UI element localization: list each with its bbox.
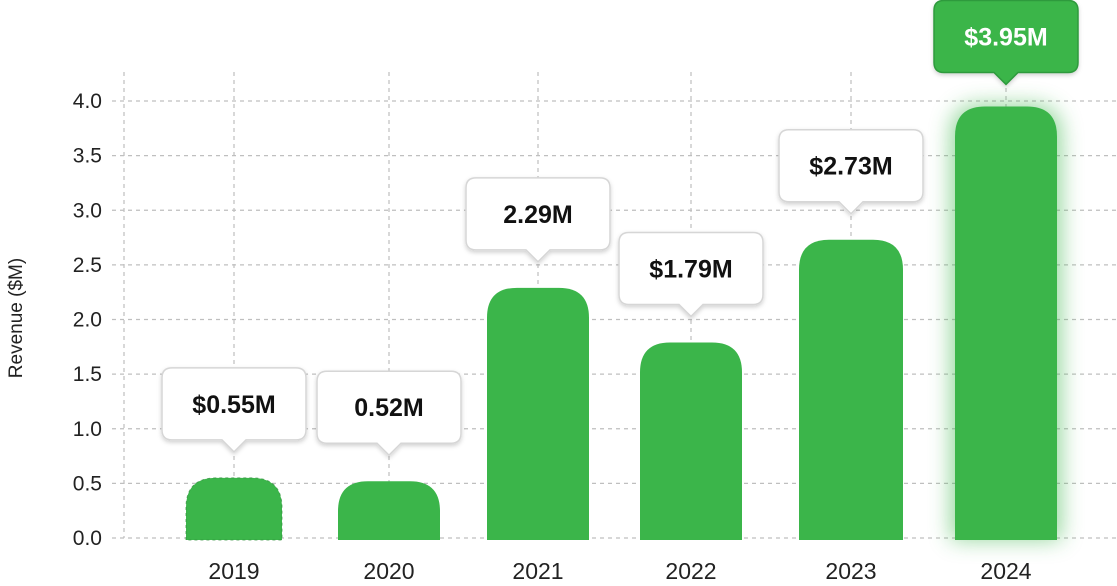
data-label: $1.79M — [649, 255, 732, 283]
callout-box — [618, 231, 764, 318]
data-label-callout: $3.95M — [933, 0, 1079, 86]
y-tick-label: 2.0 — [73, 309, 102, 332]
x-tick-label: 2023 — [825, 558, 876, 584]
data-label-callout: 0.52M — [316, 370, 462, 457]
data-label-callout: $1.79M — [618, 231, 764, 318]
callout-box — [778, 128, 924, 215]
callout-box — [465, 177, 611, 263]
x-tick-label: 2019 — [208, 558, 259, 584]
data-label: 2.29M — [503, 201, 572, 229]
bar-2019 — [186, 477, 282, 540]
callout-box — [316, 370, 462, 457]
data-label-callout: 2.29M — [465, 177, 611, 263]
y-tick-label: 0.5 — [73, 472, 102, 495]
y-tick-label: 2.5 — [73, 254, 102, 277]
data-label-callout: $2.73M — [778, 128, 924, 215]
y-tick-label: 3.5 — [73, 145, 102, 168]
data-label: 0.52M — [354, 394, 423, 422]
y-tick-label: 1.5 — [73, 363, 102, 386]
data-label: $3.95M — [964, 23, 1047, 51]
x-tick-label: 2024 — [980, 558, 1031, 584]
bars-layer — [185, 104, 1061, 541]
data-labels-layer: $0.55M 0.52M 2.29M $1.79M $2.73M $3.95M — [161, 0, 1079, 457]
x-tick-label: 2022 — [665, 558, 716, 584]
y-tick-label: 1.0 — [73, 418, 102, 441]
x-tick-labels: 2019 2020 2021 2022 2023 2024 — [208, 558, 1031, 584]
data-label-callout: $0.55M — [161, 367, 307, 453]
x-tick-label: 2021 — [512, 558, 563, 584]
bar-2023 — [799, 239, 903, 540]
data-label: $0.55M — [192, 391, 275, 419]
bar-outline — [185, 477, 283, 541]
y-tick-label: 3.0 — [73, 199, 102, 222]
y-axis-title: Revenue ($M) — [6, 258, 27, 378]
callout-box — [161, 367, 307, 453]
callout-box — [933, 0, 1079, 86]
data-label: $2.73M — [809, 153, 892, 181]
x-tick-label: 2020 — [363, 558, 414, 584]
bar-2020 — [338, 481, 440, 540]
bar-2024 — [955, 106, 1057, 541]
y-tick-label: 4.0 — [73, 90, 102, 113]
y-tick-labels: 0.0 0.5 1.0 1.5 2.0 2.5 3.0 3.5 4.0 — [73, 90, 102, 550]
y-tick-label: 0.0 — [73, 527, 102, 550]
bar-2022 — [640, 342, 742, 540]
bar-2021 — [487, 287, 589, 540]
